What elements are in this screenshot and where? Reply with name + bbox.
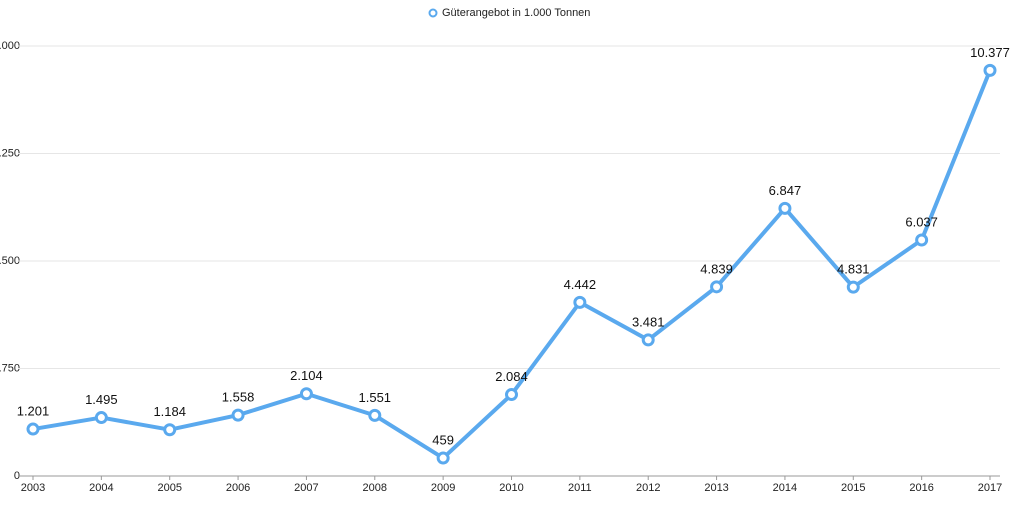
legend-label: Güterangebot in 1.000 Tonnen [442,7,590,19]
data-point [641,333,655,347]
x-tick-label: 2016 [909,482,933,494]
y-tick-label: 2.750 [0,362,20,374]
y-tick-label: 11.000 [0,40,20,52]
legend-marker [428,8,438,18]
data-point [573,295,587,309]
value-label: 2.104 [290,368,323,383]
x-tick-label: 2014 [773,482,797,494]
data-point [231,408,245,422]
value-label: 1.184 [153,404,186,419]
value-label: 3.481 [632,314,665,329]
x-tick-label: 2009 [431,482,455,494]
y-tick-label: 5.500 [0,255,20,267]
value-label: 4.442 [564,277,597,292]
x-tick-label: 2004 [89,482,113,494]
y-tick-label: 8.250 [0,147,20,159]
data-point [778,201,792,215]
x-tick-label: 2011 [568,482,592,494]
value-label: 1.201 [17,403,50,418]
value-label: 459 [432,432,454,447]
value-label: 1.495 [85,392,118,407]
value-label: 6.847 [769,183,802,198]
data-point [846,280,860,294]
y-tick-label: 0 [14,470,20,482]
data-point [368,408,382,422]
x-tick-label: 2007 [294,482,318,494]
x-tick-label: 2015 [841,482,865,494]
data-point [26,422,40,436]
value-label: 4.839 [700,261,733,276]
data-point [163,423,177,437]
value-label: 1.551 [359,390,392,405]
value-label: 6.037 [905,214,938,229]
data-point [983,63,997,77]
value-label: 2.084 [495,369,528,384]
data-point [94,411,108,425]
data-point [710,280,724,294]
value-label: 4.831 [837,262,870,277]
value-label: 10.377 [970,45,1010,60]
value-label: 1.558 [222,390,255,405]
data-point [299,387,313,401]
data-point [505,388,518,402]
x-tick-label: 2003 [21,482,45,494]
x-tick-label: 2008 [363,482,387,494]
data-point [915,233,929,247]
x-tick-label: 2005 [157,482,181,494]
x-tick-label: 2010 [499,482,523,494]
x-tick-label: 2017 [978,482,1002,494]
x-tick-label: 2013 [704,482,728,494]
x-tick-label: 2012 [636,482,660,494]
data-point [436,451,450,465]
x-tick-label: 2006 [226,482,250,494]
